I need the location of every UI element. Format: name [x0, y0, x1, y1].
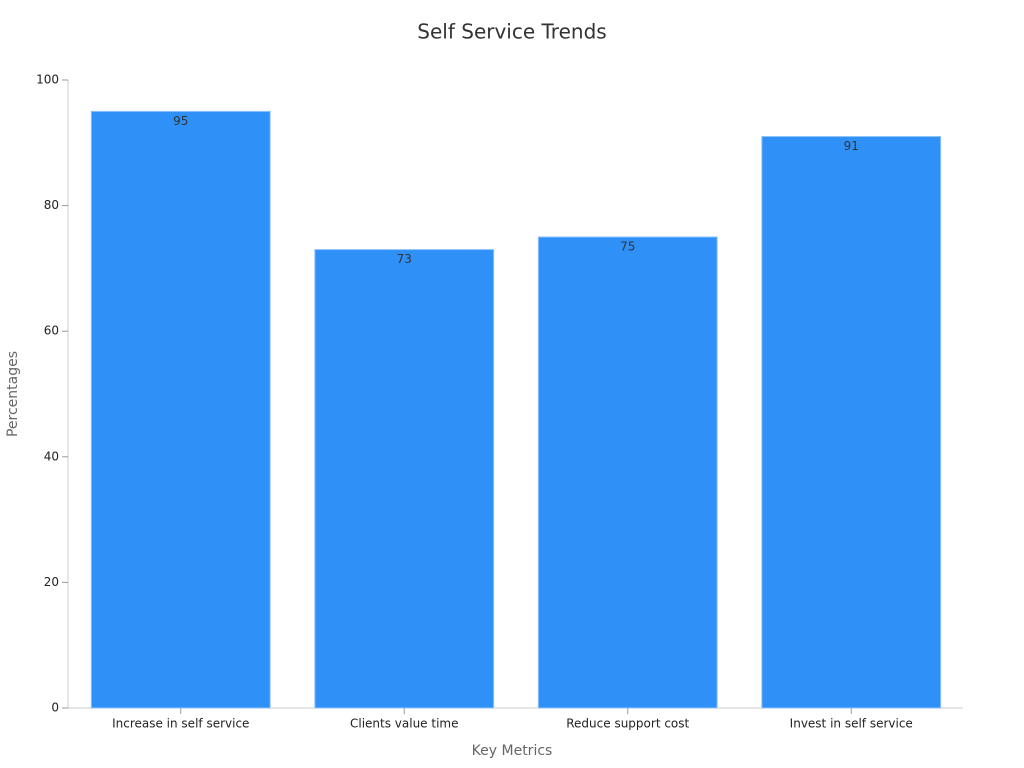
x-tick-label: Reduce support cost — [566, 717, 689, 731]
y-tick-label: 60 — [44, 324, 59, 338]
y-tick-label: 100 — [36, 73, 59, 87]
value-label: 91 — [844, 139, 859, 153]
y-axis-title: Percentages — [5, 351, 21, 437]
bar — [761, 136, 942, 709]
x-tick-label: Increase in self service — [112, 717, 249, 731]
value-label: 73 — [397, 252, 412, 266]
x-tick-label: Invest in self service — [790, 717, 913, 731]
value-label: 75 — [620, 240, 635, 254]
value-label: 95 — [173, 114, 188, 128]
x-tick-label: Clients value time — [350, 717, 459, 731]
y-tick-label: 40 — [44, 449, 59, 463]
y-tick-label: 20 — [44, 575, 59, 589]
bar — [90, 110, 271, 709]
x-axis-title: Key Metrics — [472, 743, 553, 759]
bar — [537, 236, 718, 709]
y-tick-label: 80 — [44, 198, 59, 212]
y-tick-label: 0 — [51, 701, 59, 715]
chart-title: Self Service Trends — [417, 20, 606, 44]
bar — [314, 249, 495, 709]
